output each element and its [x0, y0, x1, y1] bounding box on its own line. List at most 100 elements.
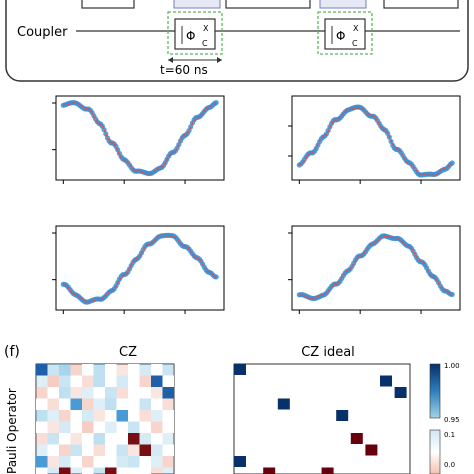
colorbar-bottom-bar: [429, 429, 441, 474]
colorbar-top-bar: [429, 363, 441, 419]
heatmap-cell: [116, 387, 128, 399]
data-points: [60, 232, 219, 305]
data-point: [449, 160, 455, 166]
trace-panels: [52, 95, 461, 314]
heatmap-cell: [59, 364, 71, 376]
heatmap-ideal-cell: [380, 375, 392, 387]
heatmap-cell: [59, 387, 71, 399]
heatmap-cell: [82, 364, 94, 376]
panel-tag-f: (f): [4, 344, 20, 360]
heatmap-ideal-cell: [234, 456, 246, 467]
fit-line: [63, 102, 217, 175]
heatmap-cell: [36, 364, 48, 376]
dashed-box-1: [167, 11, 223, 55]
heatmap-ideal-cell: [263, 467, 276, 474]
heatmap-cell: [128, 375, 140, 387]
heatmap-cell: [70, 433, 82, 445]
heatmap-cell: [47, 433, 59, 445]
heatmap-cell: [59, 467, 71, 474]
pulse-box-2: [319, 0, 367, 9]
heatmap-cell: [162, 433, 174, 445]
heatmap-cell: [93, 387, 105, 399]
heatmap-cell: [139, 444, 151, 456]
data-point: [213, 100, 219, 106]
heatmap-cell: [139, 387, 151, 399]
qubit-line-box-1: [81, 0, 135, 9]
heatmap-cell: [59, 398, 71, 410]
fit-line: [299, 235, 453, 299]
heatmap-ideal-cell: [336, 410, 349, 421]
heatmap-ideal-cell: [234, 364, 246, 375]
heatmap-cell: [116, 398, 128, 410]
qubit-line-box-2: [225, 0, 311, 9]
heatmap-cell: [36, 387, 48, 399]
heatmap-ideal-cell: [277, 398, 290, 410]
trace-panel-c: [52, 225, 225, 314]
data-points: [60, 100, 219, 177]
heatmap-cell: [70, 467, 82, 474]
heatmap-cell: [59, 444, 71, 456]
heatmap-cell: [93, 456, 105, 468]
heatmap-cell: [93, 421, 105, 433]
heatmap-cell: [93, 364, 105, 376]
heatmap-cell: [151, 444, 163, 456]
heatmap-cell: [47, 421, 59, 433]
heatmap-cell: [128, 410, 140, 422]
heatmap-cell: [105, 433, 117, 445]
heatmap-cell: [70, 456, 82, 468]
heatmap-cell: [36, 375, 48, 387]
heatmap-cz-ideal: [233, 363, 411, 474]
heatmap-cell: [151, 364, 163, 376]
heatmap-cell: [93, 398, 105, 410]
coupler-gate-2: Φ X C: [324, 18, 366, 50]
plot-frame: [291, 225, 461, 311]
heatmap-cell: [151, 433, 163, 445]
colorbar-tick-100: 1.00: [444, 362, 460, 370]
heatmap-cell: [151, 467, 163, 474]
heatmap-cz: [35, 363, 175, 474]
trace-panel-b: [52, 95, 225, 184]
heatmap-cell: [36, 410, 48, 422]
coupler-gate-1: Φ X C: [174, 18, 216, 50]
gate-subscript-2: C: [352, 39, 358, 48]
heatmap-cell: [116, 444, 128, 456]
heatmap-cell: [105, 364, 117, 376]
heatmap-cell: [116, 421, 128, 433]
duration-label: t=60 ns: [160, 63, 208, 77]
heatmap-cell: [70, 398, 82, 410]
heatmap-cell: [139, 398, 151, 410]
heatmap-cell: [139, 433, 151, 445]
heatmap-cell: [82, 387, 94, 399]
heatmap-cell: [151, 387, 163, 399]
duration-arrowhead-right: [217, 57, 222, 63]
fit-line: [299, 107, 453, 177]
heatmap-cell: [162, 444, 174, 456]
heatmap-cell: [82, 410, 94, 422]
fit-line: [63, 234, 217, 303]
heatmap-cell: [47, 444, 59, 456]
heatmap-cell: [116, 433, 128, 445]
heatmap-cell: [70, 375, 82, 387]
colorbar-tick-01: 0.1: [444, 431, 455, 439]
heatmap-cell: [59, 410, 71, 422]
heatmap-cell: [151, 456, 163, 468]
heatmap-cell: [82, 456, 94, 468]
heatmap-title-cz: CZ: [119, 345, 137, 360]
heatmap-cell: [128, 421, 140, 433]
heatmap-cell: [151, 410, 163, 422]
heatmap-cell: [162, 398, 174, 410]
heatmap-cell: [162, 364, 174, 376]
heatmap-cell: [116, 456, 128, 468]
heatmap-cell: [116, 467, 128, 474]
heatmap-cell: [59, 421, 71, 433]
heatmap-cell: [82, 375, 94, 387]
heatmap-cell: [162, 467, 174, 474]
heatmap-cell: [70, 410, 82, 422]
heatmap-cell: [59, 433, 71, 445]
heatmap-cell: [36, 444, 48, 456]
gate-superscript-2: X: [353, 24, 359, 33]
heatmap-cell: [151, 375, 163, 387]
heatmap-cell: [93, 410, 105, 422]
data-points: [296, 104, 455, 178]
heatmap-cell: [105, 467, 117, 474]
